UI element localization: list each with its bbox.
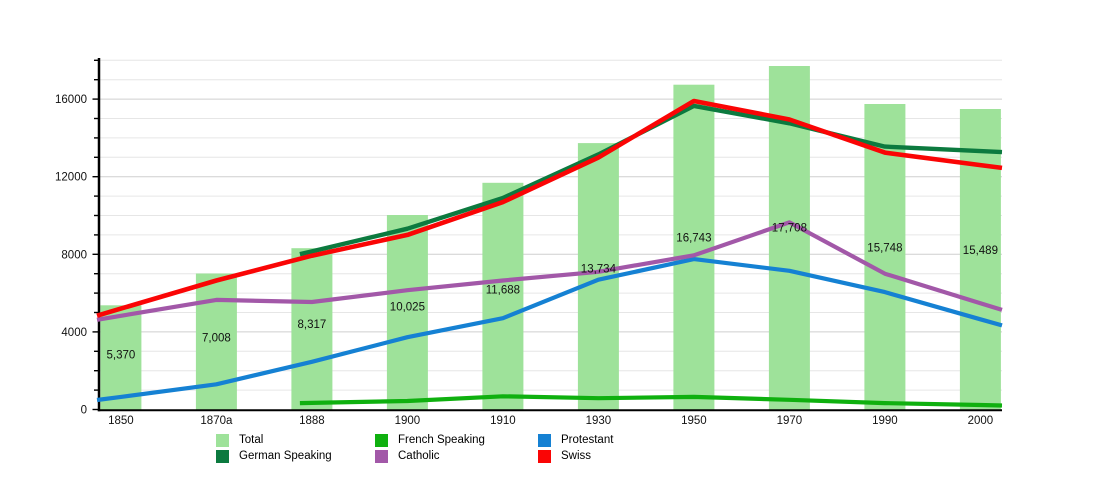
legend-label: French Speaking (398, 434, 485, 446)
legend-swatch-swiss (538, 449, 551, 463)
legend-swatch-protestant (538, 433, 551, 447)
legend-item-total: Total (216, 432, 375, 448)
legend-label: Protestant (561, 434, 614, 446)
line-swiss (96, 98, 1003, 318)
x-axis-label: 1888 (299, 415, 325, 427)
x-axis-label: 2000 (968, 415, 994, 427)
bar-value-label: 5,370 (107, 349, 136, 361)
bar-value-label: 7,008 (202, 332, 231, 344)
bars-group (100, 66, 1001, 411)
x-axis-labels: 1850 1870a 1888 1900 1910 1930 1950 1970 1990 200… (108, 415, 993, 427)
y-axis-label: 16000 (55, 94, 87, 106)
x-axis-label: 1950 (681, 415, 707, 427)
bar-1910 (482, 182, 524, 411)
legend-swatch-total (216, 433, 229, 447)
bar-value-label: 17,708 (772, 222, 807, 234)
legend-swatch-french-speaking (375, 433, 388, 447)
legend-swatch-german-speaking (216, 449, 229, 463)
chart-legend: Total French Speaking Protestant German Spe… (216, 432, 738, 464)
bar-value-label: 16,743 (676, 232, 711, 244)
x-axis-label: 1910 (490, 415, 516, 427)
legend-label: Swiss (561, 450, 592, 462)
bar-value-label: 10,025 (390, 301, 425, 313)
bar-value-label: 15,748 (867, 243, 902, 255)
x-axis-label: 1850 (108, 415, 134, 427)
bar-1950 (673, 84, 715, 411)
legend-label: German Speaking (239, 450, 332, 462)
legend-item-catholic: Catholic (375, 448, 538, 464)
legend-label: Total (239, 434, 264, 446)
x-axis-label: 1990 (872, 415, 898, 427)
legend-item-french-speaking: French Speaking (375, 432, 538, 448)
bar-value-label: 13,734 (581, 263, 617, 275)
legend-swatch-catholic (375, 449, 388, 463)
bar-1888 (291, 248, 333, 411)
bar-value-label: 11,688 (486, 284, 520, 296)
legend-label: Catholic (398, 450, 440, 462)
y-axis-labels: 0 4000 8000 12000 16000 (55, 94, 87, 416)
legend-item-protestant: Protestant (538, 432, 738, 448)
y-axis-label: 0 (81, 405, 87, 417)
line-catholic (96, 220, 1003, 322)
line-protestant (96, 257, 1003, 403)
bar-2000 (959, 109, 1001, 411)
bar-value-label: 8,317 (298, 319, 327, 331)
x-axis-label: 1900 (395, 415, 421, 427)
legend-item-swiss: Swiss (538, 448, 738, 464)
bar-value-label: 15,489 (963, 245, 998, 257)
legend-item-german-speaking: German Speaking (216, 448, 375, 464)
x-axis-label: 1970 (777, 415, 803, 427)
y-axis-label: 4000 (61, 327, 87, 339)
bar-1900 (386, 215, 428, 411)
bar-1850 (100, 305, 142, 411)
y-axis-label: 12000 (55, 172, 87, 184)
line-french-speaking (299, 394, 1003, 408)
y-axis-label: 8000 (61, 249, 87, 261)
x-axis-label: 1870a (200, 415, 233, 427)
bar-value-labels: 5,370 7,008 8,317 10,025 11,688 13,734 16,743 1… (107, 222, 998, 361)
x-axis-label: 1930 (586, 415, 612, 427)
